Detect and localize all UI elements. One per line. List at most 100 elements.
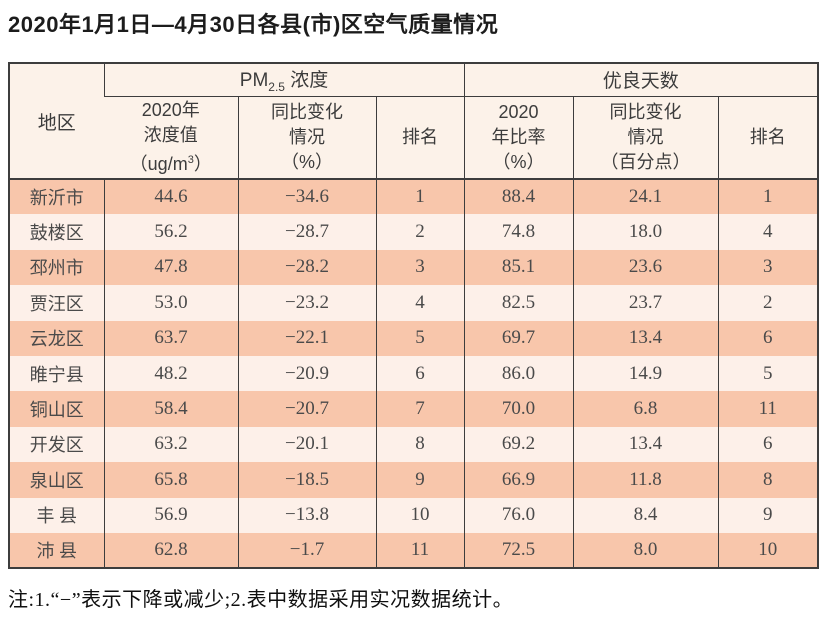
pm25-label-suffix: 浓度	[284, 70, 329, 92]
pm25-change-cell: −34.6	[237, 179, 376, 215]
pm25-change-cell: −13.8	[237, 497, 376, 533]
pm25-change-line1: 同比变化	[271, 101, 343, 122]
good-change-cell: 8.0	[572, 532, 718, 569]
good-rate-line2: 年比率	[491, 126, 546, 147]
pm25-label-subscript: 2.5	[268, 80, 285, 95]
table-row: 开发区 63.2 −20.1 8 69.2 13.4 6	[9, 426, 818, 463]
pm25-value-cell: 53.0	[103, 285, 238, 321]
region-cell: 沛 县	[9, 532, 104, 569]
good-change-cell: 24.1	[572, 179, 718, 215]
good-change-line2: 情况	[627, 126, 664, 147]
good-change-cell: 11.8	[572, 462, 718, 498]
good-change-cell: 6.8	[572, 391, 718, 427]
region-cell: 开发区	[9, 426, 104, 463]
good-change-cell: 13.4	[572, 426, 718, 463]
pm25-change-cell: −20.7	[237, 391, 376, 427]
col-header-pm25-rank: 排名	[375, 96, 464, 180]
pm25-rank-cell: 1	[375, 179, 464, 215]
pm25-rank-cell: 5	[375, 320, 464, 356]
region-cell: 鼓楼区	[9, 214, 104, 250]
header-row-groups: 地区 PM2.5 浓度 优良天数	[9, 63, 818, 180]
pm25-change-unit: （%）	[280, 151, 333, 172]
good-change-line1: 同比变化	[609, 101, 682, 122]
pm25-change-cell: −18.5	[237, 462, 376, 498]
table-row: 邳州市 47.8 −28.2 3 85.1 23.6 3	[9, 249, 818, 286]
pm25-value-cell: 58.4	[103, 391, 238, 427]
table-row: 铜山区 58.4 −20.7 7 70.0 6.8 11	[9, 391, 818, 427]
good-rate-unit: （%）	[492, 151, 545, 172]
region-cell: 贾汪区	[9, 285, 104, 321]
table-row: 泉山区 65.8 −18.5 9 66.9 11.8 8	[9, 462, 818, 498]
pm25-value-line1: 2020年	[141, 99, 200, 120]
good-change-cell: 23.6	[572, 249, 718, 286]
pm25-change-cell: −20.1	[237, 426, 376, 463]
pm25-rank-cell: 10	[375, 497, 464, 533]
pm25-rank-cell: 3	[375, 249, 464, 286]
region-cell: 泉山区	[9, 462, 104, 498]
col-header-pm25-value: 2020年 浓度值 （ug/m3）	[104, 96, 238, 180]
col-header-pm25-change: 同比变化 情况 （%）	[237, 96, 376, 180]
good-rate-cell: 88.4	[463, 179, 573, 215]
pm25-change-cell: −28.7	[237, 214, 376, 250]
pm25-change-cell: −1.7	[237, 532, 376, 569]
pm25-value-cell: 56.9	[103, 497, 238, 533]
good-rate-cell: 86.0	[463, 355, 573, 392]
region-cell: 睢宁县	[9, 355, 104, 392]
good-rank-cell: 3	[717, 249, 818, 286]
good-rank-cell: 8	[717, 462, 818, 498]
col-group-pm25: PM2.5 浓度	[103, 63, 464, 97]
pm25-value-unit: （ug/m3）	[129, 153, 212, 174]
good-rank-cell: 6	[717, 320, 818, 356]
pm25-value-cell: 48.2	[103, 355, 238, 392]
good-rate-cell: 74.8	[463, 214, 573, 250]
good-change-cell: 23.7	[572, 285, 718, 321]
pm25-rank-cell: 4	[375, 285, 464, 321]
table-row: 丰 县 56.9 −13.8 10 76.0 8.4 9	[9, 497, 818, 533]
pm25-change-cell: −28.2	[237, 249, 376, 286]
good-rank-cell: 10	[717, 532, 818, 569]
pm25-rank-cell: 7	[375, 391, 464, 427]
good-rate-cell: 69.7	[463, 320, 573, 356]
col-header-good-change: 同比变化 情况 （百分点）	[572, 96, 718, 180]
good-rate-cell: 85.1	[463, 249, 573, 286]
pm25-value-cell: 63.7	[103, 320, 238, 356]
col-header-good-rate: 2020 年比率 （%）	[463, 96, 573, 180]
table-body: 新沂市 44.6 −34.6 1 88.4 24.1 1 鼓楼区 56.2 −2…	[9, 179, 818, 569]
good-rate-cell: 66.9	[463, 462, 573, 498]
good-rank-cell: 6	[717, 426, 818, 463]
pm25-rank-cell: 11	[375, 532, 464, 569]
pm25-label-prefix: PM	[239, 70, 269, 92]
table-row: 睢宁县 48.2 −20.9 6 86.0 14.9 5	[9, 355, 818, 392]
good-change-cell: 13.4	[572, 320, 718, 356]
pm25-value-cell: 63.2	[103, 426, 238, 463]
col-header-good-rank: 排名	[717, 96, 818, 180]
pm25-change-cell: −23.2	[237, 285, 376, 321]
page-title: 2020年1月1日—4月30日各县(市)区空气质量情况	[8, 12, 499, 37]
table-row: 鼓楼区 56.2 −28.7 2 74.8 18.0 4	[9, 214, 818, 250]
good-rate-cell: 70.0	[463, 391, 573, 427]
pm25-rank-cell: 9	[375, 462, 464, 498]
pm25-value-cell: 47.8	[103, 249, 238, 286]
good-rank-cell: 9	[717, 497, 818, 533]
table-row: 云龙区 63.7 −22.1 5 69.7 13.4 6	[9, 320, 818, 356]
good-rate-cell: 76.0	[463, 497, 573, 533]
region-cell: 铜山区	[9, 391, 104, 427]
table-header: 地区 PM2.5 浓度 优良天数 2020年 浓度值 （ug/m3） 同比变化 …	[9, 63, 818, 180]
good-rank-cell: 2	[717, 285, 818, 321]
header-row-subcolumns: 2020年 浓度值 （ug/m3） 同比变化 情况 （%） 排名 2020 年比…	[9, 96, 818, 180]
good-rate-cell: 69.2	[463, 426, 573, 463]
region-cell: 云龙区	[9, 320, 104, 356]
pm25-value-cell: 62.8	[103, 532, 238, 569]
cubic-superscript: 3	[187, 153, 194, 166]
good-change-cell: 18.0	[572, 214, 718, 250]
good-rank-cell: 5	[717, 355, 818, 392]
pm25-value-cell: 44.6	[103, 179, 238, 215]
table-row: 新沂市 44.6 −34.6 1 88.4 24.1 1	[9, 179, 818, 215]
pm25-value-cell: 65.8	[103, 462, 238, 498]
good-rank-cell: 11	[717, 391, 818, 427]
footnote: 注:1.“−”表示下降或减少;2.表中数据采用实况数据统计。	[8, 589, 514, 612]
good-change-unit: （百分点）	[600, 151, 691, 172]
region-cell: 丰 县	[9, 497, 104, 533]
col-header-region: 地区	[9, 63, 104, 180]
pm25-value-cell: 56.2	[103, 214, 238, 250]
